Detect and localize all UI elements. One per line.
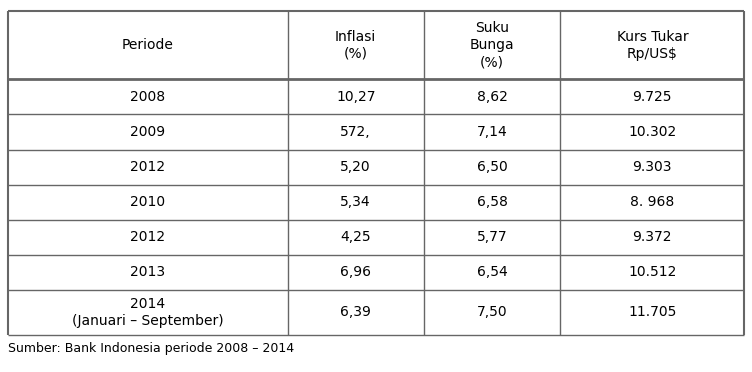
Text: 10,27: 10,27 <box>336 90 375 104</box>
Text: 2008: 2008 <box>130 90 165 104</box>
Text: 5,34: 5,34 <box>341 195 371 209</box>
Text: 9.725: 9.725 <box>632 90 672 104</box>
Text: 7,14: 7,14 <box>477 125 508 139</box>
Text: 6,58: 6,58 <box>477 195 508 209</box>
Text: 6,54: 6,54 <box>477 265 508 279</box>
Text: Periode: Periode <box>122 38 174 52</box>
Text: 2012: 2012 <box>130 230 165 244</box>
Text: Inflasi
(%): Inflasi (%) <box>335 30 376 61</box>
Text: 7,50: 7,50 <box>477 305 508 320</box>
Text: 2013: 2013 <box>130 265 165 279</box>
Text: 8. 968: 8. 968 <box>630 195 675 209</box>
Text: 572,: 572, <box>341 125 371 139</box>
Text: 6,50: 6,50 <box>477 160 508 174</box>
Text: 6,39: 6,39 <box>341 305 371 320</box>
Text: 8,62: 8,62 <box>477 90 508 104</box>
Text: 4,25: 4,25 <box>341 230 371 244</box>
Text: Suku
Bunga
(%): Suku Bunga (%) <box>470 21 514 70</box>
Text: 2014
(Januari – September): 2014 (Januari – September) <box>71 297 223 328</box>
Text: 2010: 2010 <box>130 195 165 209</box>
Text: 6,96: 6,96 <box>340 265 371 279</box>
Text: 10.302: 10.302 <box>628 125 677 139</box>
Text: 9.303: 9.303 <box>632 160 672 174</box>
Text: Sumber: Bank Indonesia periode 2008 – 2014: Sumber: Bank Indonesia periode 2008 – 20… <box>8 342 293 355</box>
Text: 10.512: 10.512 <box>628 265 677 279</box>
Text: 2012: 2012 <box>130 160 165 174</box>
Text: 11.705: 11.705 <box>628 305 677 320</box>
Text: 5,77: 5,77 <box>477 230 508 244</box>
Text: Kurs Tukar
Rp/US$: Kurs Tukar Rp/US$ <box>617 30 688 61</box>
Text: 9.372: 9.372 <box>632 230 672 244</box>
Text: 2009: 2009 <box>130 125 165 139</box>
Text: 5,20: 5,20 <box>341 160 371 174</box>
